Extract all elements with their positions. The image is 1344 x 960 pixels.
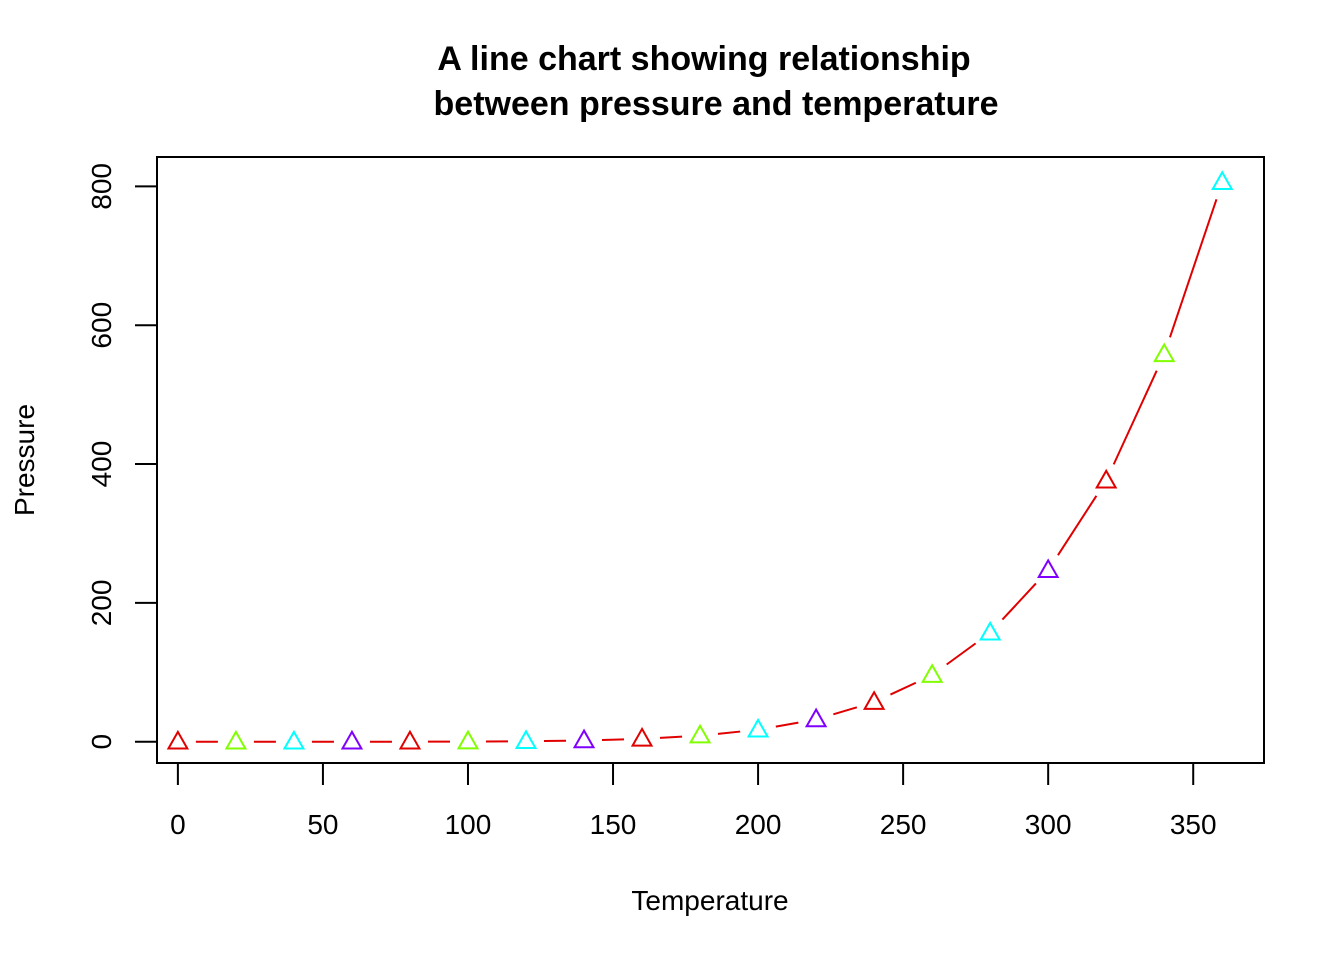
x-tick-label: 350 <box>1170 809 1217 840</box>
data-point-marker <box>688 723 712 744</box>
line-segment <box>775 721 799 728</box>
y-tick-label: 200 <box>86 580 117 627</box>
data-point-marker <box>572 728 596 749</box>
data-point-marker <box>1153 342 1176 363</box>
line-segment <box>833 706 858 716</box>
y-tick-label: 800 <box>86 163 117 210</box>
series-markers <box>166 170 1234 750</box>
line-segment <box>601 738 625 741</box>
data-point-marker <box>978 620 1002 641</box>
line-segment <box>890 681 917 696</box>
x-tick-label: 50 <box>307 809 338 840</box>
line-segment <box>717 730 741 735</box>
x-axis: 0 50 100 150 200 250 300 350 <box>170 762 1217 840</box>
data-point-marker <box>1095 468 1118 489</box>
x-axis-label: Temperature <box>631 885 788 916</box>
data-point-marker <box>804 707 828 728</box>
data-point-marker <box>630 726 654 747</box>
y-tick-label: 400 <box>86 441 117 488</box>
data-point-marker <box>514 729 538 749</box>
line-segment <box>1169 198 1218 338</box>
chart-title-line-1: A line chart showing relationship <box>437 40 970 78</box>
data-point-marker <box>920 663 944 683</box>
data-point-marker <box>224 729 248 750</box>
data-point-marker <box>456 729 480 750</box>
line-segment <box>1001 582 1037 621</box>
line-segment <box>659 735 683 739</box>
data-point-marker <box>746 717 770 738</box>
data-point-marker <box>340 729 364 750</box>
data-point-marker <box>166 729 190 750</box>
line-segment <box>1112 370 1158 465</box>
line-segment <box>946 642 977 666</box>
chart-title-line-2: between pressure and temperature <box>434 85 999 123</box>
data-point-marker <box>398 729 422 750</box>
data-point-marker <box>282 729 306 750</box>
y-axis-label: Pressure <box>9 404 40 516</box>
data-point-marker <box>862 690 886 710</box>
y-tick-label: 600 <box>86 302 117 349</box>
series-line <box>195 198 1218 743</box>
x-tick-label: 250 <box>880 809 927 840</box>
y-tick-label: 0 <box>86 734 117 750</box>
y-axis: 0 200 400 600 800 <box>86 163 158 750</box>
x-tick-label: 0 <box>170 809 186 840</box>
plot-frame <box>156 156 1265 764</box>
line-segment <box>1057 495 1098 556</box>
x-tick-label: 100 <box>445 809 492 840</box>
x-tick-label: 300 <box>1025 809 1072 840</box>
data-point-marker <box>1211 170 1234 190</box>
x-tick-label: 150 <box>590 809 637 840</box>
x-tick-label: 200 <box>735 809 782 840</box>
data-point-marker <box>1037 558 1060 579</box>
